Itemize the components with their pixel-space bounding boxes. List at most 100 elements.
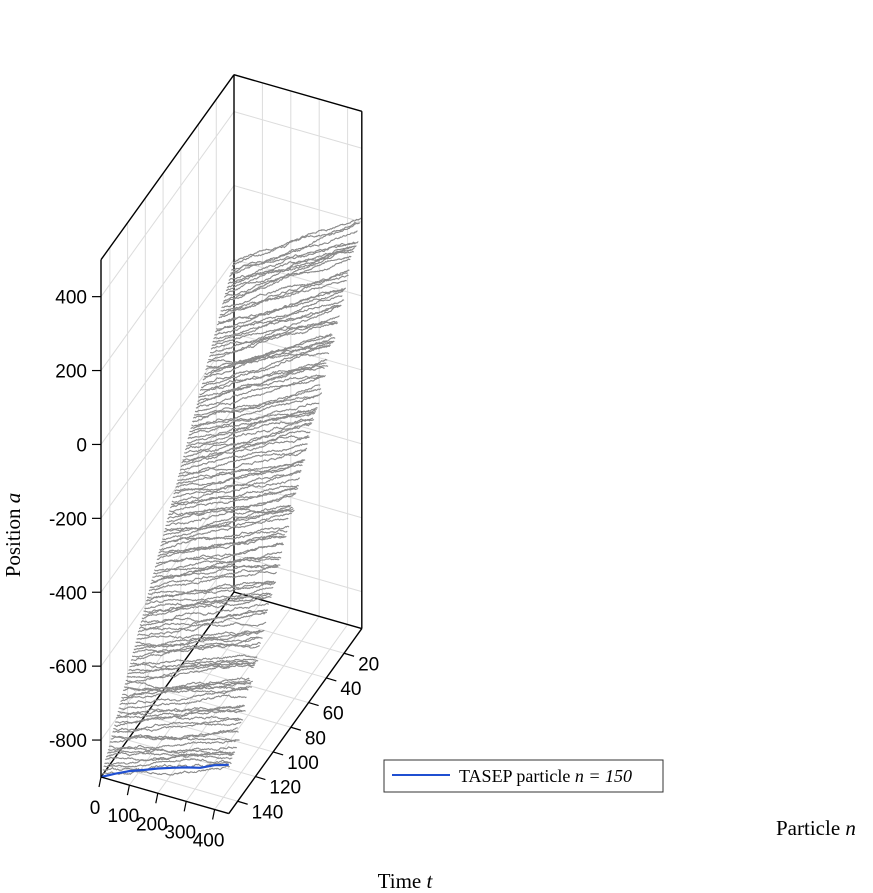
trajectory-particle-84 (159, 529, 288, 551)
trajectory-particle-93 (151, 558, 280, 583)
frame-edge (228, 628, 363, 814)
grid-lines (100, 74, 362, 810)
y-tick-label: 100 (287, 753, 319, 774)
frame-edge (100, 776, 229, 815)
y-tick-mark (308, 702, 319, 707)
trajectory-particle-13 (222, 258, 351, 305)
x-tick-mark (126, 785, 130, 796)
trajectory-particle-150 (100, 763, 229, 779)
y-tick-mark (237, 800, 248, 805)
trajectory-particle-113 (133, 630, 262, 651)
grid-line-floor-n (127, 739, 256, 778)
trajectory-particle-83 (160, 517, 289, 547)
trajectory-particle-69 (172, 471, 301, 499)
trajectory-particle-125 (122, 681, 252, 692)
y-tick-mark (290, 726, 302, 731)
trajectory-particle-66 (175, 461, 304, 488)
trajectory-particle-61 (179, 442, 308, 471)
trajectory-particle-77 (165, 508, 294, 527)
grid-line-floor-t (157, 607, 292, 794)
y-axis-label: Particle n (776, 816, 856, 840)
trajectory-particle-54 (185, 418, 315, 447)
x-tick-mark (155, 793, 159, 804)
trajectory-particle-117 (130, 658, 259, 669)
trajectory-particle-148 (102, 761, 231, 772)
trajectory-particle-63 (177, 449, 307, 478)
trajectory-particle-147 (103, 758, 232, 768)
x-tick-mark (98, 776, 102, 788)
trajectory-particle-11 (223, 246, 353, 298)
x-tick-label: 200 (136, 814, 168, 835)
front-frame (100, 74, 363, 815)
trajectory-particle-37 (200, 352, 330, 389)
z-tick-label: 200 (55, 362, 87, 383)
grid-line-floor-t (185, 616, 320, 802)
grid-line-side-a (100, 333, 235, 519)
trajectory-particle-81 (162, 505, 291, 541)
z-tick-label: -400 (49, 583, 87, 604)
grid-line-back-a (233, 480, 362, 519)
z-tick-label: -800 (49, 731, 87, 752)
y-tick-mark (343, 652, 355, 657)
z-tick-label: -600 (49, 657, 87, 678)
trajectory-particle-97 (147, 580, 277, 595)
trajectory-particle-109 (137, 612, 266, 637)
trajectory-particle-136 (113, 721, 242, 732)
trajectory-particle-79 (163, 512, 293, 533)
trajectory-particle-12 (223, 255, 352, 302)
trajectory-particle-146 (104, 754, 233, 766)
trajectory-particle-127 (121, 677, 250, 700)
trajectory-particle-75 (167, 493, 296, 520)
trajectory-particle-10 (224, 248, 353, 295)
trajectory-particle-38 (199, 364, 329, 391)
trajectory-particle-6 (228, 245, 357, 281)
trajectory-particle-36 (202, 345, 331, 385)
z-axis-label: Position a (1, 493, 25, 578)
grid-line-back-a (233, 332, 362, 371)
y-tick-mark (326, 677, 337, 682)
trajectory-particle-43 (195, 375, 324, 409)
grid-line-back-a (233, 185, 362, 223)
trajectory-particle-88 (155, 543, 284, 565)
trajectory-particle-135 (114, 709, 243, 727)
x-tick-label: 100 (108, 806, 140, 827)
trajectory-particle-96 (148, 570, 277, 592)
grid-line-floor-n (162, 690, 292, 728)
z-tick-label: 400 (55, 288, 87, 309)
trajectory-particle-44 (194, 376, 323, 413)
trajectory-particle-101 (144, 592, 273, 610)
x-tick-label: 400 (193, 831, 225, 852)
y-tick-label: 60 (323, 704, 344, 725)
trajectory-particle-108 (137, 621, 267, 633)
trajectory-particle-7 (227, 241, 356, 285)
trajectory-particle-140 (109, 727, 238, 743)
trajectory-particle-1 (232, 217, 362, 264)
trajectory-particle-104 (141, 596, 270, 620)
trajectory-particle-91 (153, 555, 282, 575)
trajectory-particle-99 (145, 580, 275, 602)
x-tick-mark (212, 809, 216, 820)
trajectory-particle-19 (216, 288, 346, 326)
trajectory-particle-64 (177, 459, 306, 482)
y-tick-label: 40 (340, 679, 361, 700)
highlighted-trajectory (100, 763, 229, 779)
trajectory-particle-112 (134, 636, 263, 648)
trajectory-particle-105 (140, 602, 270, 624)
trajectory-particle-121 (126, 662, 255, 679)
grid-line-side-a (100, 185, 235, 371)
x-tick-label: 0 (90, 798, 101, 819)
trajectory-particle-132 (116, 704, 246, 718)
grid-line-side-a (100, 259, 235, 445)
trajectory-particle-133 (115, 704, 245, 719)
trajectory-particle-22 (214, 295, 343, 336)
trajectory-particle-137 (112, 718, 241, 733)
trajectory-particle-34 (203, 333, 332, 378)
trajectory-particle-17 (218, 280, 347, 319)
trajectory-particle-71 (170, 484, 300, 506)
trajectories (101, 217, 362, 776)
trajectory-particle-4 (230, 241, 359, 274)
trajectory-particle-5 (229, 230, 358, 278)
z-tick-label: -200 (49, 509, 87, 530)
trajectory-particle-149 (101, 765, 231, 776)
